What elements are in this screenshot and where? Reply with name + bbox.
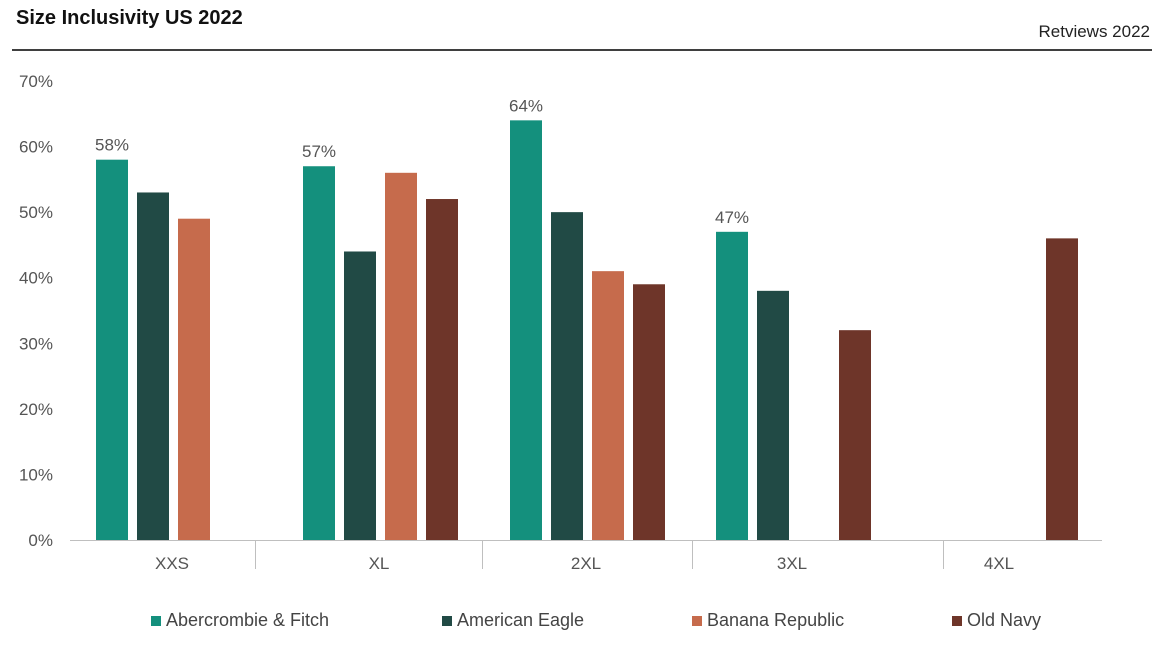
data-label: 57% xyxy=(302,142,336,161)
bar xyxy=(1046,238,1078,540)
bar xyxy=(510,120,542,540)
legend-item-banana-republic: Banana Republic xyxy=(692,610,844,631)
legend-item-american-eagle: American Eagle xyxy=(442,610,584,631)
x-tick-label: XL xyxy=(369,554,390,573)
y-tick-label: 20% xyxy=(19,400,53,419)
legend-item-abercrombie: Abercrombie & Fitch xyxy=(151,610,329,631)
bar xyxy=(137,192,169,540)
bar xyxy=(303,166,335,540)
legend-item-old-navy: Old Navy xyxy=(952,610,1041,631)
x-tick-label: 4XL xyxy=(984,554,1014,573)
bar xyxy=(426,199,458,540)
legend-swatch-abercrombie xyxy=(151,615,161,626)
legend-label-banana-republic: Banana Republic xyxy=(707,610,845,630)
bar xyxy=(716,231,748,541)
bar xyxy=(96,159,128,540)
legend: Abercrombie & Fitch American Eagle Banan… xyxy=(0,610,1164,634)
legend-swatch-banana-republic xyxy=(692,615,702,626)
legend-label-abercrombie: Abercrombie & Fitch xyxy=(166,610,330,630)
bar xyxy=(178,218,210,540)
y-tick-label: 60% xyxy=(19,138,53,157)
bar xyxy=(592,271,624,540)
chart-title: Size Inclusivity US 2022 xyxy=(16,7,243,29)
y-tick-label: 50% xyxy=(19,203,53,222)
legend-label-old-navy: Old Navy xyxy=(967,610,1042,630)
bar xyxy=(344,251,376,540)
y-tick-label: 70% xyxy=(19,72,53,91)
source-label: Retviews 2022 xyxy=(1038,22,1150,41)
x-tick-label: 2XL xyxy=(571,554,601,573)
bar xyxy=(757,290,789,540)
data-label: 64% xyxy=(509,96,543,115)
data-label: 58% xyxy=(95,136,129,155)
y-tick-label: 0% xyxy=(28,531,53,550)
y-tick-label: 40% xyxy=(19,269,53,288)
header-divider xyxy=(12,49,1152,51)
bar xyxy=(385,172,417,541)
x-tick-label: XXS xyxy=(155,554,189,573)
y-tick-label: 30% xyxy=(19,334,53,353)
data-label: 47% xyxy=(715,208,749,227)
bar-chart: 0% 10% 20% 30% 40% 50% 60% 70% 58% 57% 64% 47% XXS XL… xyxy=(19,72,1102,573)
y-tick-label: 10% xyxy=(19,465,53,484)
bar xyxy=(839,330,871,540)
x-tick-label: 3XL xyxy=(777,554,807,573)
legend-swatch-american-eagle xyxy=(442,615,452,626)
legend-swatch-old-navy xyxy=(952,615,962,626)
legend-label-american-eagle: American Eagle xyxy=(457,610,585,630)
bar xyxy=(551,212,583,540)
bar xyxy=(633,284,665,540)
